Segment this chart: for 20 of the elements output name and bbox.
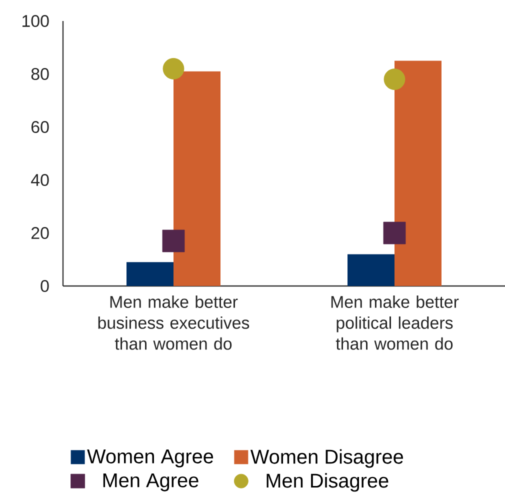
point	[162, 230, 185, 252]
y-tick-label: 80	[31, 68, 49, 80]
bar	[348, 254, 395, 286]
y-tick-label: 0	[40, 280, 49, 292]
bar	[126, 262, 174, 286]
point	[162, 58, 184, 80]
x-tick-label: Men make better business executives than women do	[98, 296, 250, 350]
legend-label: Men Disagree	[266, 473, 388, 492]
point	[383, 222, 406, 244]
legend-label: Women Disagree	[250, 449, 404, 468]
y-tick-label: 60	[32, 121, 49, 133]
x-tick-label: Men make better political leaders than women do	[331, 296, 459, 350]
legend-label: Women Agree	[87, 450, 214, 468]
y-tick-label: 100	[22, 15, 49, 27]
y-tick-label: 40	[31, 174, 49, 186]
legend-label: Men Agree	[103, 473, 198, 492]
bar	[174, 71, 220, 286]
y-tick-label: 20	[32, 227, 49, 239]
bar	[394, 60, 442, 286]
point	[384, 68, 406, 90]
